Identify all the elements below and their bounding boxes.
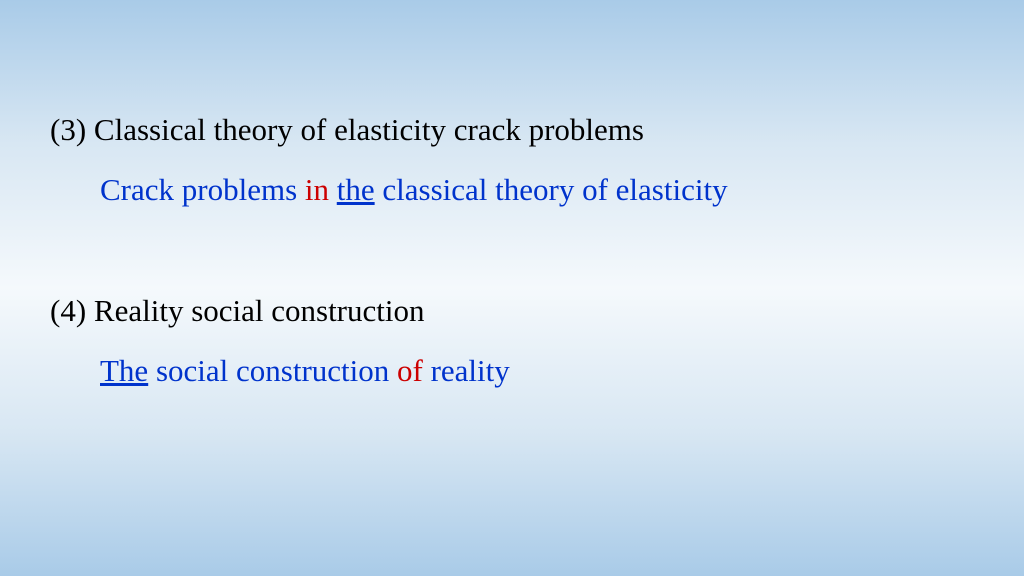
item-4-marker: (4) [50,293,86,328]
item-4-heading: (4) Reality social construction [50,291,974,331]
item-4-sub-part1: The [100,353,148,388]
item-4-sub-part3: of [397,353,423,388]
item-3-marker: (3) [50,112,86,147]
item-4-sub-part4: reality [431,353,510,388]
item-3-heading: (3) Classical theory of elasticity crack… [50,110,974,150]
item-4-subline: The social construction of reality [50,351,974,391]
item-4-title: Reality social construction [94,293,425,328]
slide: (3) Classical theory of elasticity crack… [0,0,1024,576]
item-3-sub-part3: the [337,172,375,207]
item-3-title: Classical theory of elasticity crack pro… [94,112,644,147]
item-3-sub-part2: in [305,172,329,207]
item-4-sub-part2: social construction [156,353,389,388]
item-3: (3) Classical theory of elasticity crack… [50,110,974,211]
item-3-sub-part4: classical theory of elasticity [382,172,727,207]
item-3-sub-part1: Crack problems [100,172,297,207]
item-4: (4) Reality social construction The soci… [50,291,974,392]
item-3-subline: Crack problems in the classical theory o… [50,170,974,210]
